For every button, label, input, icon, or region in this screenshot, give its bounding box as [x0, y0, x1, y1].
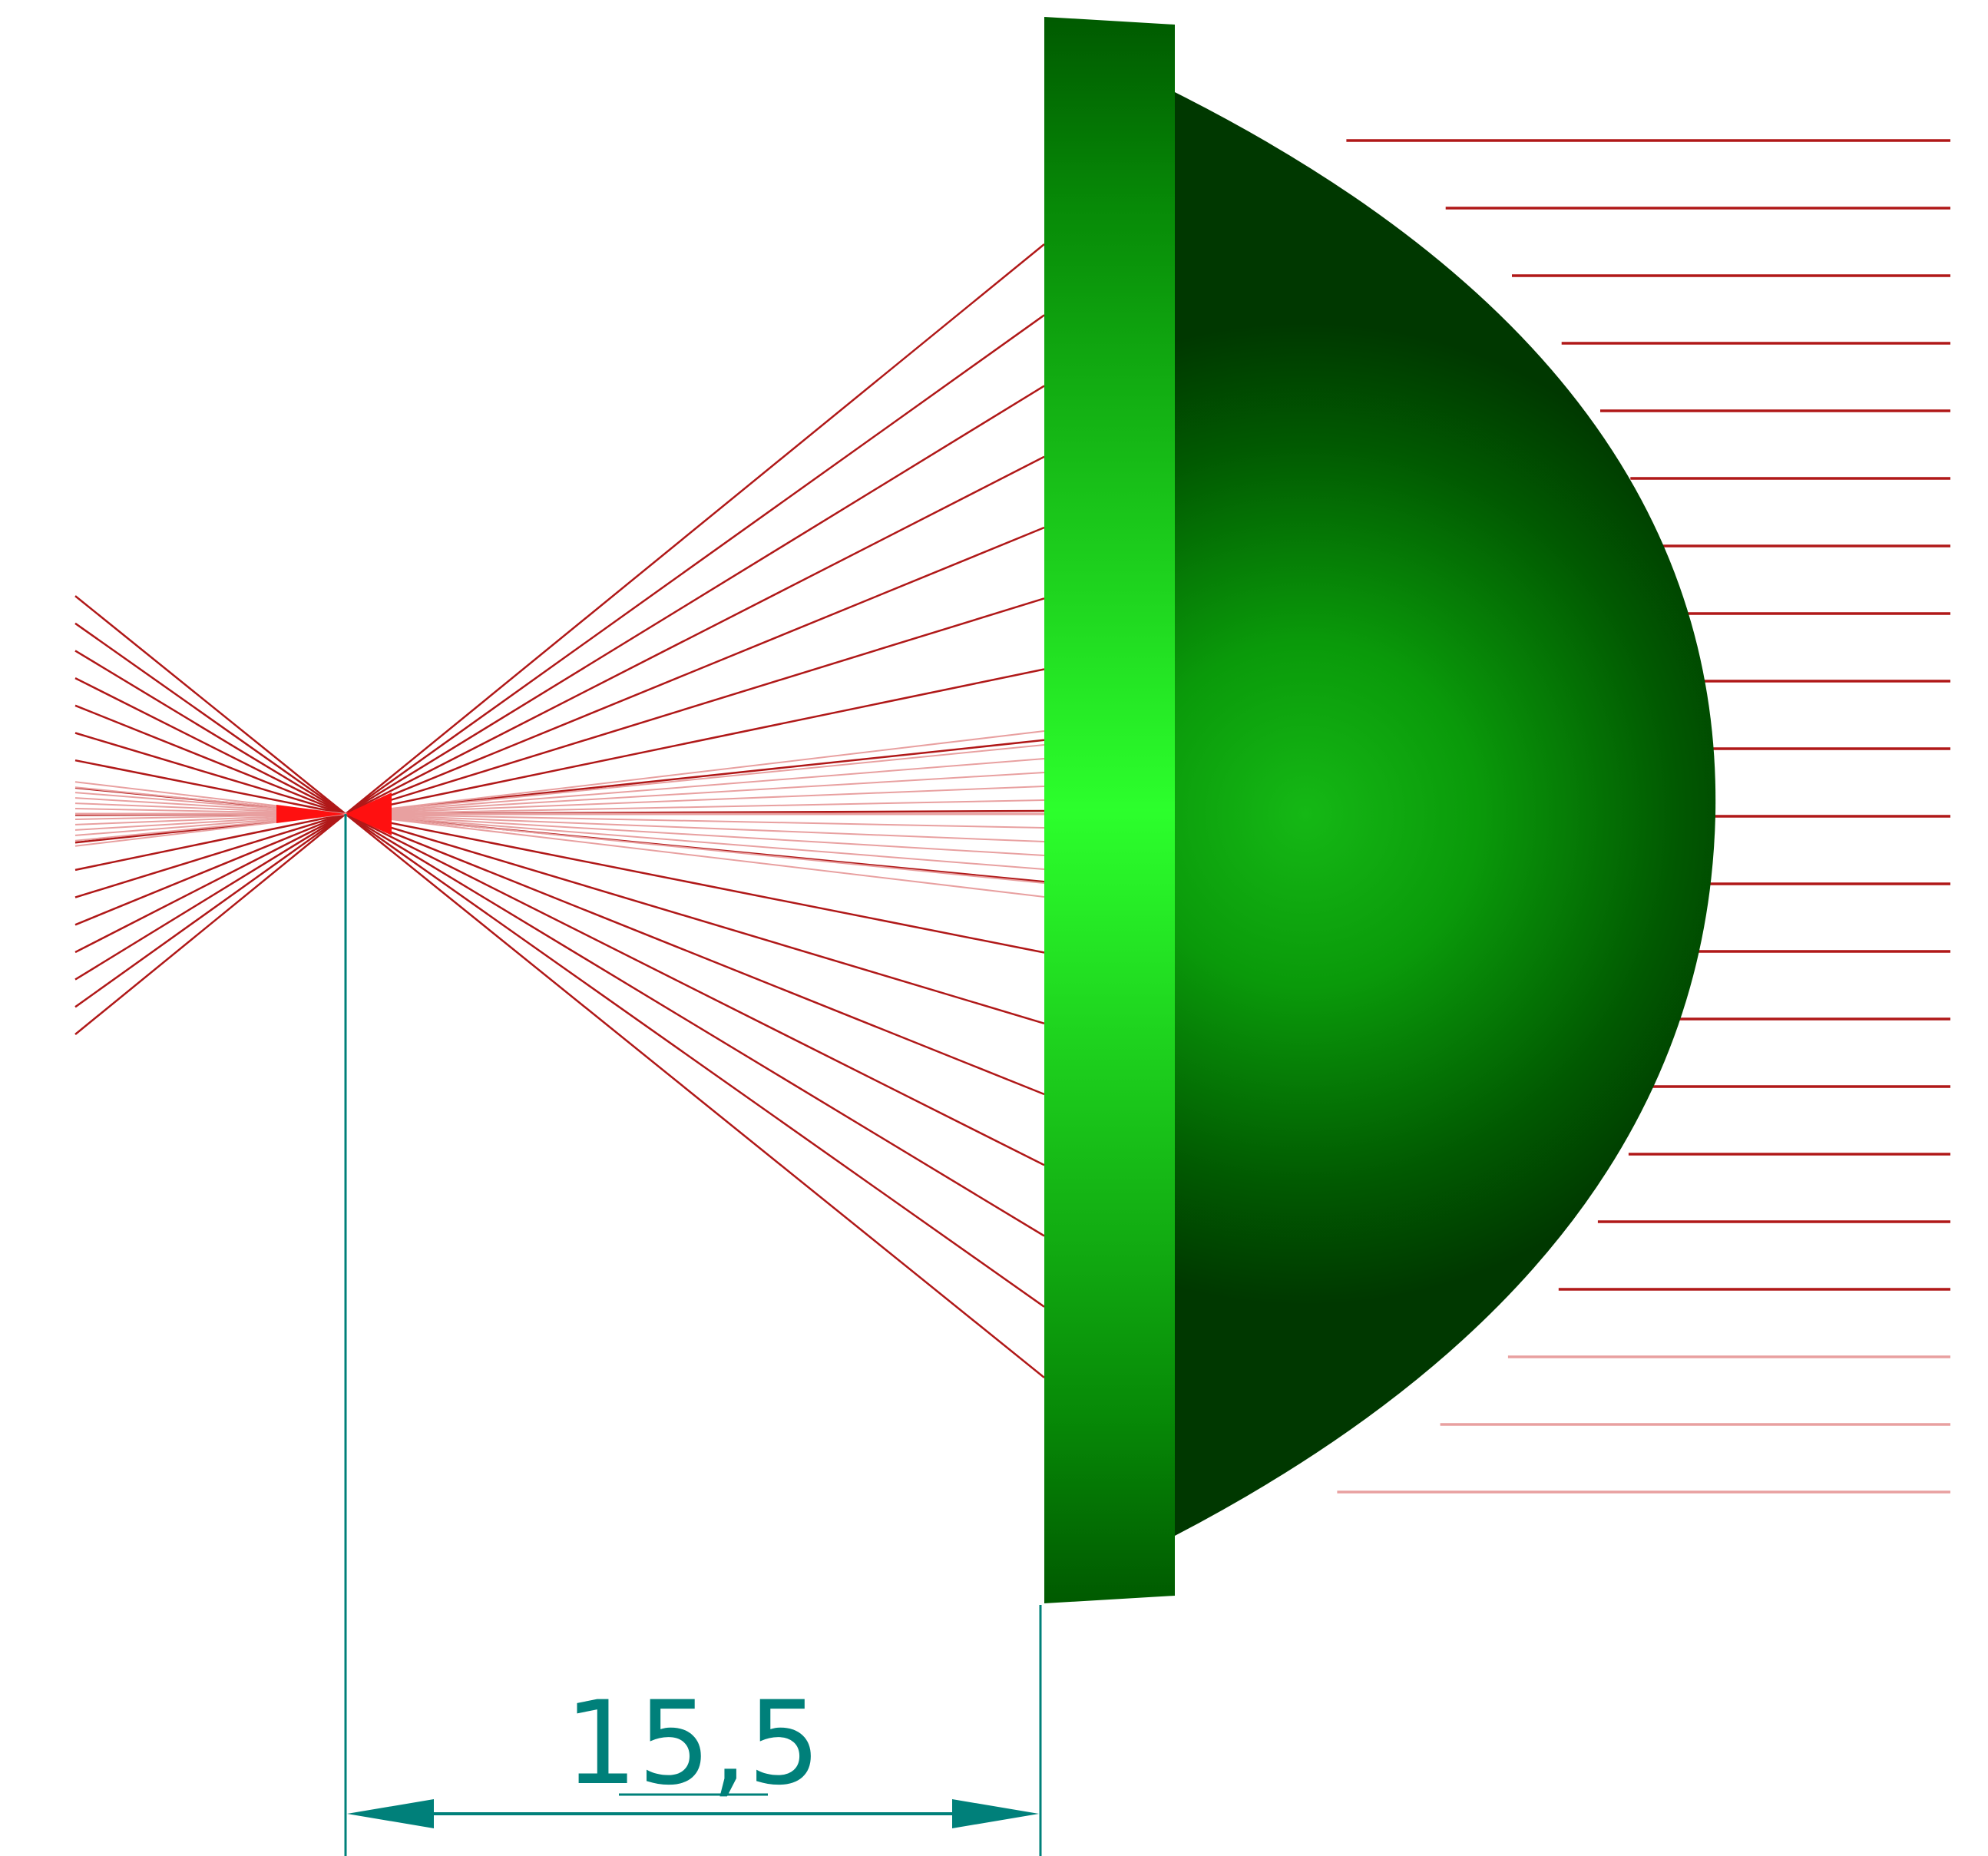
- arrowhead-right: [952, 1799, 1039, 1828]
- dimension-label: 15,5: [564, 1677, 821, 1811]
- converging-ray: [74, 385, 1045, 981]
- paraxial-ray: [74, 799, 1045, 820]
- light-rays: [74, 139, 1950, 1494]
- paraxial-ray: [74, 797, 1045, 856]
- converging-ray: [74, 732, 1045, 1024]
- arrowhead-left: [347, 1799, 434, 1828]
- converging-ray: [74, 650, 1045, 1237]
- converging-ray: [74, 668, 1045, 872]
- paraxial-ray: [74, 730, 1045, 847]
- paraxial-ray: [74, 758, 1045, 836]
- paraxial-ray: [74, 792, 1045, 870]
- lens-plate: [1044, 17, 1175, 1603]
- converging-ray: [74, 622, 1045, 1308]
- paraxial-ray: [74, 781, 1045, 898]
- converging-ray: [74, 595, 1045, 1378]
- paraxial-ray: [74, 808, 1045, 829]
- distance-dimension: 15,5: [344, 814, 1042, 1856]
- lens-dome: [1175, 92, 1716, 1536]
- converging-ray: [74, 314, 1045, 1008]
- focal-point-left: [276, 805, 346, 823]
- converging-ray: [74, 243, 1045, 1035]
- lens: [1044, 17, 1716, 1603]
- paraxial-ray: [74, 802, 1045, 842]
- paraxial-ray: [74, 786, 1045, 825]
- converging-ray: [74, 759, 1045, 954]
- converging-ray: [74, 597, 1045, 898]
- paraxial-ray: [74, 786, 1045, 884]
- converging-ray: [74, 677, 1045, 1166]
- paraxial-ray: [74, 744, 1045, 842]
- focal-point-right: [346, 792, 392, 835]
- converging-ray: [74, 704, 1045, 1096]
- converging-ray: [74, 455, 1045, 954]
- converging-ray: [74, 526, 1045, 926]
- paraxial-ray: [74, 772, 1045, 831]
